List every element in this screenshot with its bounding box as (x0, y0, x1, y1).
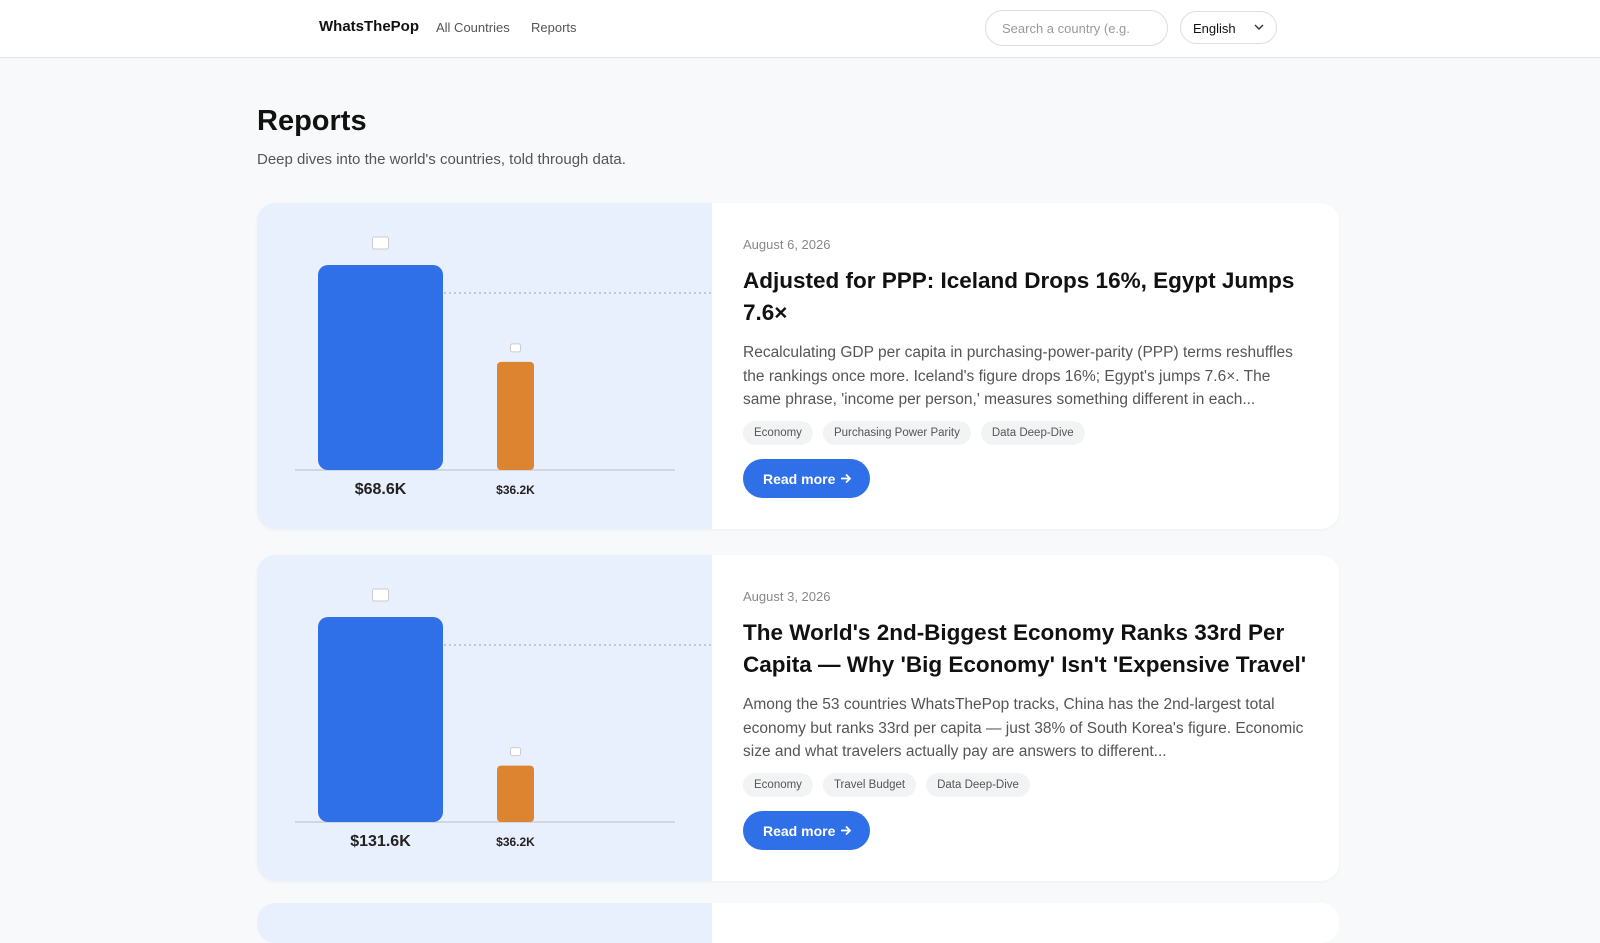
search-input[interactable]: Search a country (e.g. (985, 10, 1168, 46)
bar (318, 617, 443, 822)
brand[interactable]: WhatsThePop (319, 18, 419, 35)
nav-bar: WhatsThePop All Countries Reports Search… (0, 0, 1600, 58)
tag[interactable]: Data Deep-Dive (926, 773, 1030, 797)
report-title[interactable]: The World's 2nd-Biggest Economy Ranks 33… (743, 620, 1307, 677)
tag-list: Economy Purchasing Power Parity Data Deep-… (743, 421, 1085, 445)
value-label: $131.6K (350, 833, 411, 850)
language-label: English (1193, 21, 1236, 36)
arrow (841, 825, 852, 836)
page-subtitle: Deep dives into the world's countries, t… (257, 151, 626, 168)
read-more-button[interactable]: Read more (743, 459, 870, 498)
button-label: Read more (763, 471, 836, 487)
arrow-icon (841, 825, 852, 836)
button-label: Read more (763, 823, 836, 839)
nav-link[interactable]: All Countries (436, 20, 510, 35)
tag[interactable]: Economy (743, 773, 813, 797)
ratio-guide (444, 292, 828, 440)
report-date: August 3, 2026 (743, 589, 831, 604)
chevron (1254, 24, 1264, 30)
report-excerpt: Among the 53 countries WhatsThePop track… (743, 696, 1304, 760)
tag[interactable]: Travel Budget (822, 773, 917, 797)
tag-list: Economy Travel Budget Data Deep-Dive (743, 773, 1030, 797)
flag-icon (510, 747, 521, 757)
page-title: Reports (257, 105, 367, 137)
arrow (841, 473, 852, 484)
value-label: $36.2K (496, 835, 535, 849)
bar (497, 361, 534, 470)
value-label: $68.6K (355, 481, 407, 498)
value-label: $36.2K (496, 483, 535, 497)
report-date: August 6, 2026 (743, 237, 831, 252)
report-card (257, 903, 1339, 943)
ratio-guide (444, 644, 828, 792)
flag-icon (510, 343, 521, 353)
flag-icon (372, 588, 389, 602)
language-select[interactable]: English (1180, 11, 1277, 44)
report-title[interactable]: Adjusted for PPP: Iceland Drops 16%, Egy… (743, 268, 1295, 325)
bar-chart: $131.6K$36.2K×3.6 (295, 588, 856, 850)
bar-chart: $68.6K$36.2K×1.9 (295, 236, 856, 498)
flag-icon (372, 236, 389, 250)
tag[interactable]: Purchasing Power Parity (822, 421, 971, 445)
chart-panel: $131.6K$36.2K×3.6 (257, 555, 856, 881)
read-more-button[interactable]: Read more (743, 811, 870, 850)
bar (318, 265, 443, 470)
tag[interactable]: Economy (743, 421, 813, 445)
bar (497, 765, 534, 822)
chart-panel (257, 903, 712, 943)
report-excerpt: Recalculating GDP per capita in purchasi… (743, 344, 1293, 408)
tag[interactable]: Data Deep-Dive (980, 421, 1085, 445)
arrow-icon (841, 473, 852, 484)
chart-panel: $68.6K$36.2K×1.9 (257, 203, 856, 529)
nav-link[interactable]: Reports (531, 20, 577, 35)
